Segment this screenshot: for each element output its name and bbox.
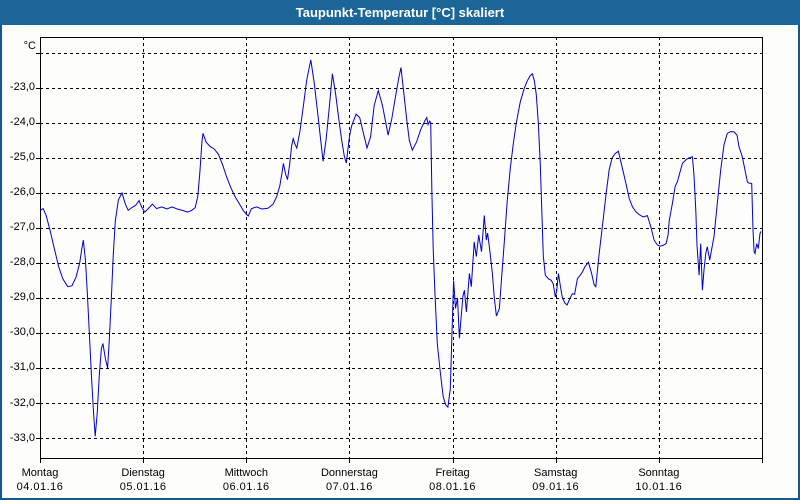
window-title: Taupunkt-Temperatur [°C] skaliert [295, 5, 505, 20]
series-line-Taupunkt-Temperatur [39, 59, 762, 437]
plot-border [40, 37, 763, 459]
titlebar: Taupunkt-Temperatur [°C] skaliert [0, 0, 800, 25]
